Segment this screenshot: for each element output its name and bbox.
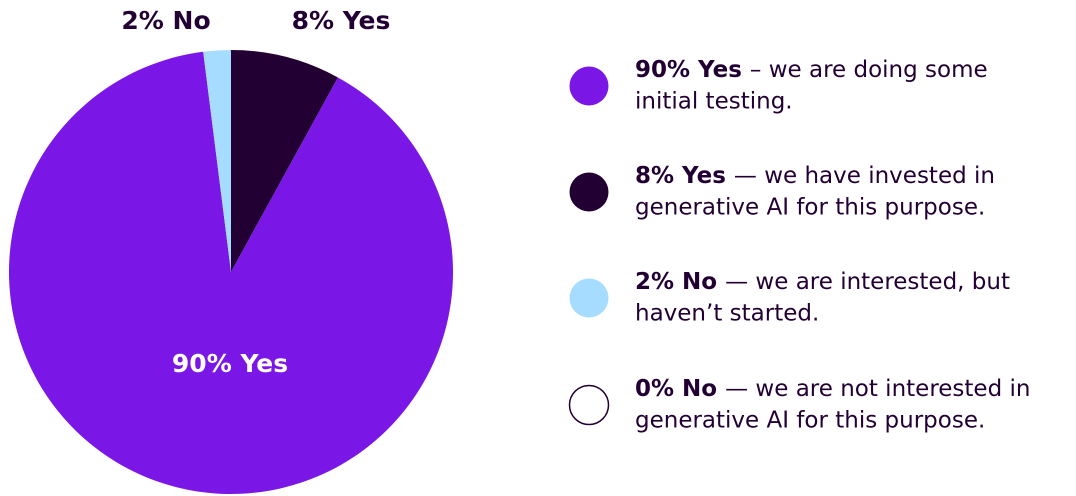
legend-description: initial testing. — [635, 89, 793, 115]
pie-slice — [203, 50, 231, 272]
legend-description: – we are doing some — [750, 57, 988, 83]
legend-key: 2% No — [635, 269, 717, 295]
legend-swatch — [569, 66, 609, 106]
legend-text: 8% Yes — we have invested in — [635, 163, 995, 189]
slice-label: 2% No — [121, 6, 210, 35]
legend-swatch — [569, 278, 609, 318]
legend-key: 8% Yes — [635, 163, 726, 189]
legend-description: — we have invested in — [734, 163, 995, 189]
legend-text: 2% No — we are interested, but — [635, 269, 1010, 295]
legend-key: 0% No — [635, 376, 717, 402]
legend-description: haven’t started. — [635, 301, 819, 327]
legend-swatch — [568, 384, 610, 426]
legend-description: — we are interested, but — [725, 269, 1010, 295]
slice-label: 90% Yes — [172, 349, 288, 378]
legend-swatch — [569, 172, 609, 212]
legend-description: generative AI for this purpose. — [635, 408, 985, 434]
legend-key: 90% Yes — [635, 57, 742, 83]
legend-description: — we are not interested in — [725, 376, 1030, 402]
pie-slice — [231, 50, 338, 272]
legend-text: 0% No — we are not interested in — [635, 376, 1030, 402]
pie-slice — [8, 51, 453, 494]
legend-description: generative AI for this purpose. — [635, 195, 985, 221]
slice-label: 8% Yes — [292, 6, 391, 35]
legend-text: 90% Yes – we are doing some — [635, 57, 988, 83]
